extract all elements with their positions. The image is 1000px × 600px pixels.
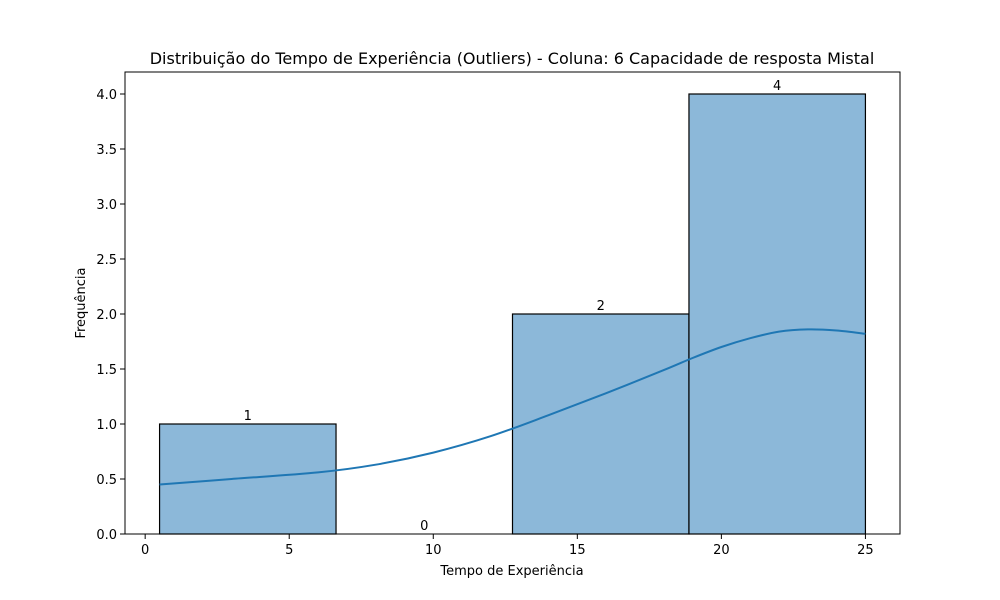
x-tick-label: 20 bbox=[713, 543, 730, 558]
bar-count-label-2: 0 bbox=[420, 519, 428, 534]
x-axis-label: Tempo de Experiência bbox=[439, 564, 583, 579]
histogram-bar-3 bbox=[511, 313, 690, 535]
y-tick-label: 2.5 bbox=[96, 253, 117, 268]
bars-group bbox=[158, 93, 867, 535]
x-tick-label: 5 bbox=[285, 543, 293, 558]
y-axis-label: Frequência bbox=[74, 267, 89, 338]
bar-count-label-4: 4 bbox=[773, 79, 781, 94]
x-tick-label: 10 bbox=[425, 543, 442, 558]
y-tick-label: 3.5 bbox=[96, 143, 117, 158]
x-tick-label: 0 bbox=[141, 543, 149, 558]
plot-frame bbox=[124, 71, 901, 535]
kde-group bbox=[159, 328, 866, 486]
y-tick-label: 2.0 bbox=[96, 308, 117, 323]
x-tick-label: 15 bbox=[569, 543, 586, 558]
y-tick-label: 1.0 bbox=[96, 418, 117, 433]
bar-count-label-1: 1 bbox=[244, 409, 252, 424]
y-tick-label: 4.0 bbox=[96, 88, 117, 103]
y-axis-ticks: 0.0 0.5 1.0 1.5 2.0 2.5 3.0 3.5 4.0 bbox=[96, 88, 125, 543]
bar-count-label-3: 2 bbox=[597, 299, 605, 314]
y-tick-label: 0.5 bbox=[96, 473, 117, 488]
y-tick-label: 0.0 bbox=[96, 528, 117, 543]
x-axis-ticks: 0 5 10 15 20 25 bbox=[141, 534, 874, 558]
chart-title: Distribuição do Tempo de Experiência (Ou… bbox=[150, 49, 875, 68]
kde-curve bbox=[159, 328, 866, 486]
y-tick-label: 1.5 bbox=[96, 363, 117, 378]
bar-labels-group: 1 0 2 4 bbox=[244, 79, 782, 534]
x-tick-label: 25 bbox=[857, 543, 874, 558]
y-tick-label: 3.0 bbox=[96, 198, 117, 213]
histogram-bar-4 bbox=[688, 93, 867, 535]
histogram-bar-1 bbox=[158, 423, 337, 535]
